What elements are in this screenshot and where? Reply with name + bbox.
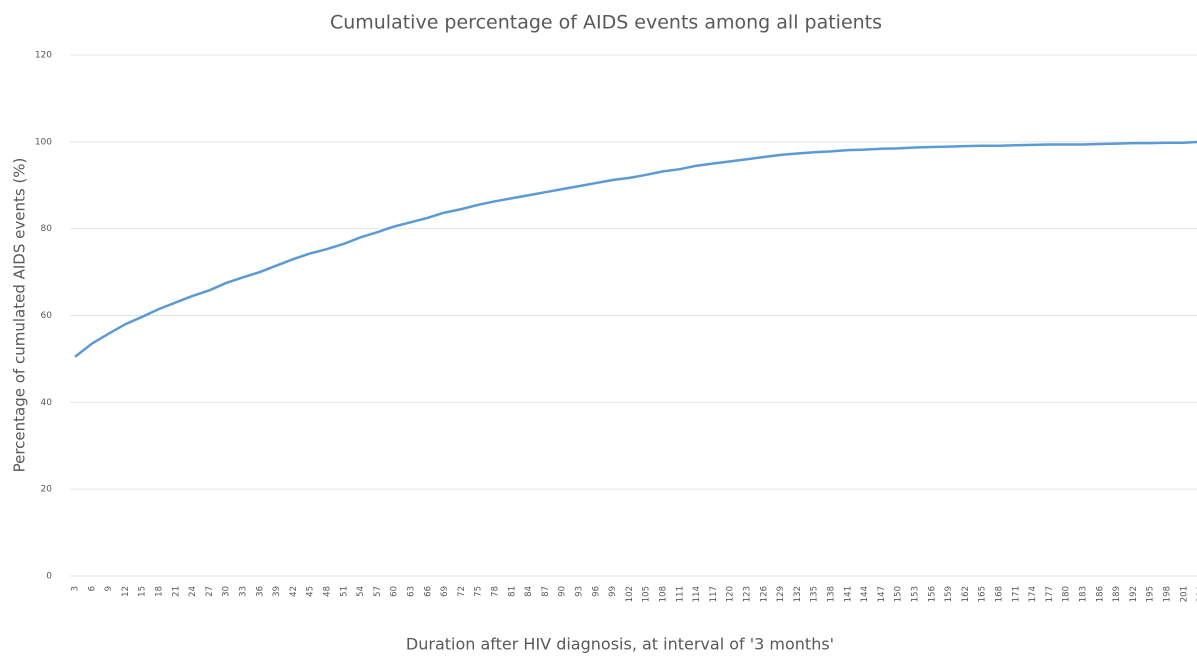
x-tick-label: 105 [642, 586, 652, 602]
x-tick-label: 147 [877, 586, 887, 602]
y-axis-label: Percentage of cumulated AIDS events (%) [11, 158, 29, 473]
x-tick-label: 39 [272, 586, 282, 597]
x-tick-label: 195 [1146, 586, 1156, 602]
x-tick-label: 165 [978, 586, 988, 602]
x-tick-label: 48 [323, 586, 333, 597]
x-tick-label: 45 [306, 586, 316, 597]
x-tick-label: 36 [255, 586, 265, 597]
y-tick-label: 80 [41, 224, 53, 234]
x-tick-label: 63 [407, 586, 417, 597]
x-tick-label: 111 [675, 586, 685, 602]
x-tick-label: 78 [491, 586, 501, 597]
x-tick-label: 138 [827, 586, 837, 602]
x-tick-label: 27 [205, 586, 215, 597]
x-tick-label: 93 [575, 586, 585, 597]
x-tick-label: 201 [1179, 586, 1189, 602]
x-tick-label: 6 [87, 586, 97, 591]
x-tick-label: 30 [222, 586, 232, 597]
x-tick-label: 162 [961, 586, 971, 602]
x-tick-label: 69 [440, 586, 450, 597]
x-tick-label: 126 [759, 586, 769, 602]
chart-title: Cumulative percentage of AIDS events amo… [330, 12, 882, 34]
y-tick-label: 0 [46, 572, 52, 582]
y-tick-label: 40 [41, 398, 53, 408]
x-tick-label: 51 [339, 586, 349, 597]
x-tick-label: 132 [793, 586, 803, 602]
x-tick-label: 198 [1163, 586, 1173, 602]
x-tick-label: 21 [171, 586, 181, 597]
y-tick-label: 120 [35, 51, 52, 61]
x-tick-label: 141 [843, 586, 853, 602]
x-tick-label: 159 [944, 586, 954, 602]
x-tick-label: 57 [373, 586, 383, 597]
x-tick-label: 90 [558, 586, 568, 597]
y-tick-label: 60 [41, 311, 53, 321]
x-tick-label: 186 [1095, 586, 1105, 602]
x-tick-label: 108 [659, 586, 669, 602]
x-tick-label: 12 [121, 586, 131, 597]
x-tick-label: 192 [1129, 586, 1139, 602]
x-tick-label: 120 [726, 586, 736, 602]
data-line [74, 140, 1197, 358]
x-tick-label: 174 [1028, 586, 1038, 602]
x-tick-label: 66 [423, 586, 433, 597]
x-tick-label: 177 [1045, 586, 1055, 602]
x-tick-label: 75 [474, 586, 484, 597]
x-tick-label: 9 [104, 586, 114, 591]
x-tick-label: 102 [625, 586, 635, 602]
x-tick-label: 99 [608, 586, 618, 597]
x-tick-label: 18 [155, 586, 165, 597]
y-tick-label: 100 [35, 137, 52, 147]
x-tick-label: 84 [524, 586, 534, 597]
x-tick-label: 171 [1011, 586, 1021, 602]
x-tick-label: 33 [239, 586, 249, 597]
x-tick-label: 183 [1079, 586, 1089, 602]
x-tick-label: 24 [188, 586, 198, 597]
x-tick-label: 129 [776, 586, 786, 602]
x-tick-label: 96 [591, 586, 601, 597]
x-tick-label: 87 [541, 586, 551, 597]
x-tick-label: 42 [289, 586, 299, 597]
x-tick-label: 168 [995, 586, 1005, 602]
x-tick-label: 144 [860, 586, 870, 602]
x-axis-label: Duration after HIV diagnosis, at interva… [406, 635, 834, 654]
x-tick-label: 117 [709, 586, 719, 602]
x-tick-label: 156 [927, 586, 937, 602]
x-tick-label: 72 [457, 586, 467, 597]
x-tick-label: 180 [1062, 586, 1072, 602]
x-tick-label: 114 [692, 586, 702, 602]
x-tick-label: 150 [894, 586, 904, 602]
x-tick-label: 3 [71, 586, 81, 591]
x-tick-label: 123 [743, 586, 753, 602]
x-tick-label: 15 [138, 586, 148, 597]
x-tick-label: 135 [810, 586, 820, 602]
x-tick-label: 153 [911, 586, 921, 602]
x-tick-label: 81 [507, 586, 517, 597]
x-tick-label: 60 [390, 586, 400, 597]
x-tick-label: 54 [356, 586, 366, 597]
y-tick-label: 20 [41, 485, 53, 495]
x-tick-label: 189 [1112, 586, 1122, 602]
